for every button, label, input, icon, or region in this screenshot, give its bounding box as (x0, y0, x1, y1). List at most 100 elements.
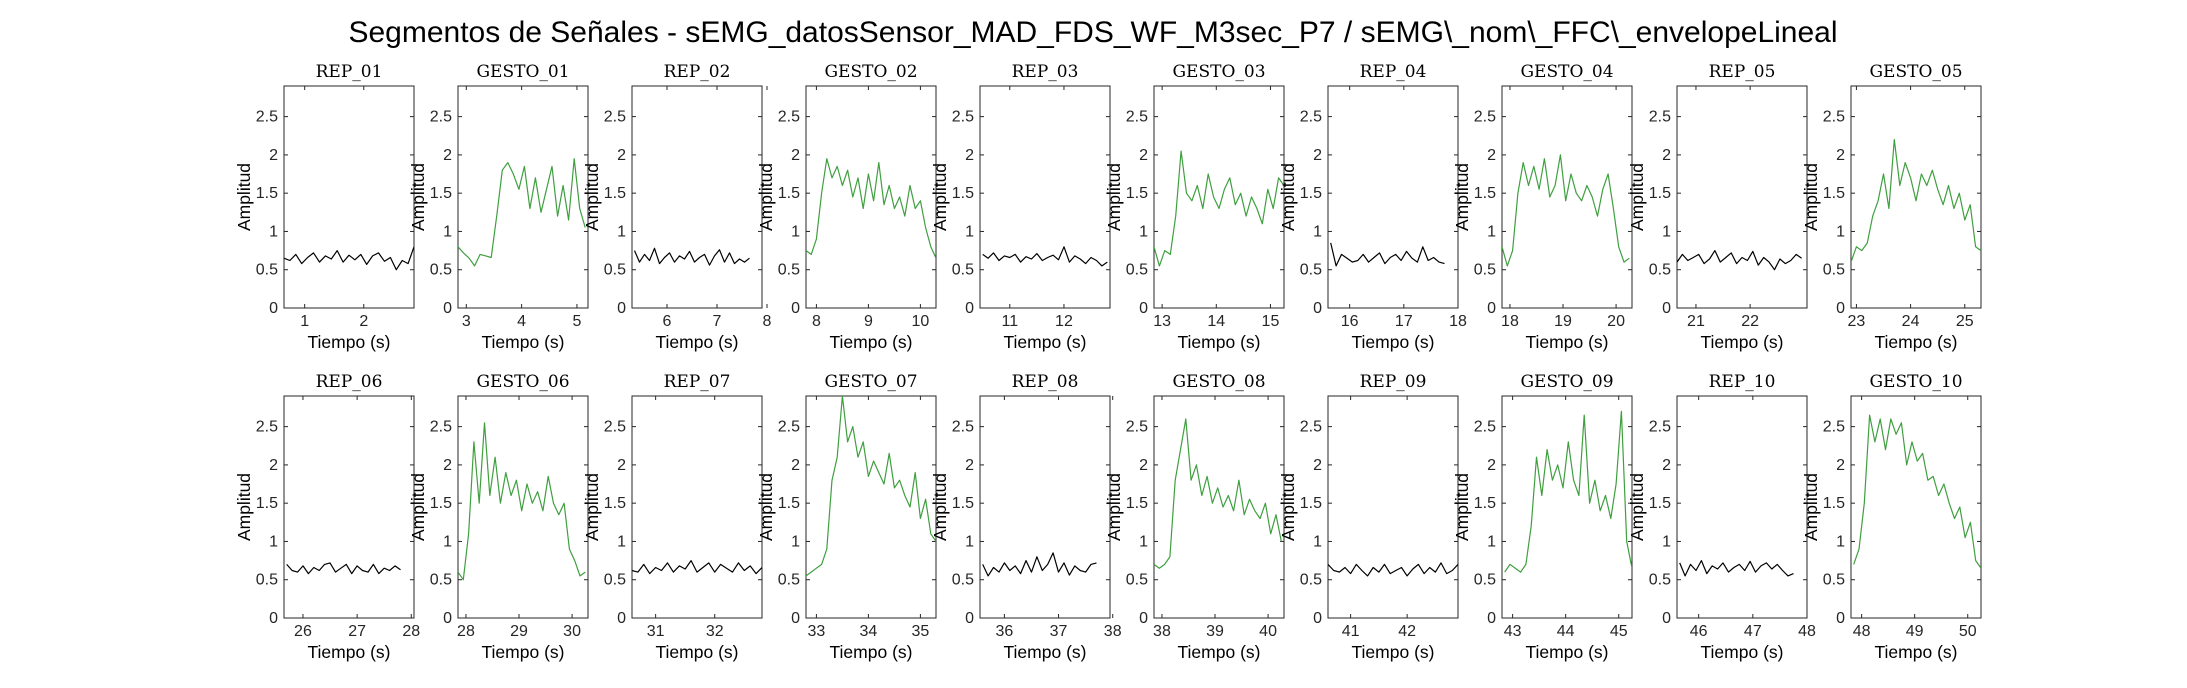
y-tick-label: 0 (269, 610, 278, 627)
subplot-title: GESTO_05 (1869, 62, 1962, 82)
x-tick-label: 23 (1848, 313, 1866, 330)
plot-area (1676, 85, 1808, 309)
y-tick-label: 2 (1313, 457, 1322, 474)
plot-area (1501, 395, 1633, 619)
x-axis-label: Tiempo (s) (656, 332, 739, 352)
y-tick-label: 1.5 (952, 495, 974, 512)
y-tick-label: 1 (443, 533, 452, 550)
x-tick-label: 16 (1341, 313, 1359, 330)
x-tick-label: 27 (348, 623, 366, 640)
subplot: REP_02 0 0.5 1 1.5 2 2.5 6 7 8 Tiempo (s) Amplitud (582, 62, 772, 352)
x-axis-label: Tiempo (s) (482, 332, 565, 352)
x-axis-label: Tiempo (s) (656, 642, 739, 662)
x-tick-label: 34 (860, 623, 878, 640)
plot-area (1850, 85, 1982, 309)
x-tick-label: 42 (1398, 623, 1416, 640)
y-tick-label: 1 (965, 533, 974, 550)
subplot: REP_04 0 0.5 1 1.5 2 2.5 16 17 18 Tiempo (s) Amplit… (1278, 62, 1467, 352)
subplot: REP_03 0 0.5 1 1.5 2 2.5 11 12 Tiempo (s) Amplitud (930, 62, 1111, 352)
plot-area (1676, 395, 1808, 619)
series-line (1504, 410, 1632, 573)
y-tick-label: 2 (269, 457, 278, 474)
x-tick-label: 39 (1206, 623, 1224, 640)
subplot-title: GESTO_10 (1869, 372, 1962, 392)
y-tick-label: 1.5 (1300, 495, 1322, 512)
y-tick-label: 1 (1836, 533, 1845, 550)
subplot: REP_01 0 0.5 1 1.5 2 2.5 1 2 Tiempo (s) Amplitud (234, 62, 415, 352)
y-tick-label: 1.5 (256, 495, 278, 512)
x-tick-label: 8 (763, 313, 772, 330)
y-tick-label: 0 (1139, 610, 1148, 627)
x-axis-label: Tiempo (s) (1875, 642, 1958, 662)
subplot-title: REP_06 (316, 372, 383, 392)
x-axis-label: Tiempo (s) (1352, 332, 1435, 352)
y-tick-label: 1.5 (952, 185, 974, 202)
y-tick-label: 2.5 (430, 109, 452, 126)
x-tick-label: 15 (1262, 313, 1280, 330)
x-tick-label: 30 (563, 623, 581, 640)
y-tick-label: 0.5 (1823, 572, 1845, 589)
x-axis-label: Tiempo (s) (308, 642, 391, 662)
subplot-title: GESTO_03 (1172, 62, 1265, 82)
x-tick-label: 38 (1153, 623, 1171, 640)
y-tick-label: 0.5 (256, 262, 278, 279)
y-tick-label: 1 (1662, 533, 1671, 550)
y-tick-label: 0 (965, 610, 974, 627)
y-tick-label: 1.5 (1126, 185, 1148, 202)
subplot-title: GESTO_01 (476, 62, 569, 82)
x-axis-label: Tiempo (s) (1352, 642, 1435, 662)
series-line (1154, 150, 1284, 267)
x-tick-label: 41 (1342, 623, 1360, 640)
x-tick-label: 4 (517, 313, 526, 330)
y-axis-label: Amplitud (756, 473, 776, 541)
plot-area (1850, 395, 1982, 619)
y-tick-label: 1 (617, 223, 626, 240)
y-tick-label: 2 (791, 147, 800, 164)
y-tick-label: 0 (1662, 610, 1671, 627)
y-tick-label: 2.5 (604, 109, 626, 126)
plot-area (805, 395, 937, 619)
x-tick-label: 47 (1744, 623, 1762, 640)
x-axis-label: Tiempo (s) (1701, 642, 1784, 662)
x-tick-label: 37 (1050, 623, 1068, 640)
y-tick-label: 1 (791, 533, 800, 550)
y-tick-label: 1 (269, 533, 278, 550)
y-tick-label: 2 (1139, 147, 1148, 164)
series-line (286, 562, 401, 575)
x-tick-label: 14 (1207, 313, 1225, 330)
x-tick-label: 43 (1504, 623, 1522, 640)
plot-area (979, 85, 1111, 309)
plot-area (631, 395, 763, 619)
x-tick-label: 48 (1853, 623, 1871, 640)
subplot-title: GESTO_04 (1520, 62, 1613, 82)
subplot-title: REP_09 (1360, 372, 1427, 392)
x-tick-label: 44 (1557, 623, 1575, 640)
y-tick-label: 0.5 (604, 572, 626, 589)
x-tick-label: 17 (1395, 313, 1413, 330)
x-tick-label: 2 (359, 313, 368, 330)
x-tick-label: 8 (812, 313, 821, 330)
y-tick-label: 0.5 (1649, 572, 1671, 589)
x-axis-label: Tiempo (s) (1875, 332, 1958, 352)
y-tick-label: 1.5 (1300, 185, 1322, 202)
y-tick-label: 2.5 (778, 419, 800, 436)
series-line (1679, 559, 1794, 577)
y-tick-label: 2 (617, 147, 626, 164)
plot-area (283, 85, 415, 309)
y-tick-label: 1 (965, 223, 974, 240)
y-tick-label: 1.5 (1649, 495, 1671, 512)
y-tick-label: 1.5 (1474, 185, 1496, 202)
x-axis-label: Tiempo (s) (830, 642, 913, 662)
y-tick-label: 1 (1313, 223, 1322, 240)
y-tick-label: 2.5 (256, 109, 278, 126)
y-tick-label: 2.5 (1823, 109, 1845, 126)
x-tick-label: 11 (1001, 313, 1018, 330)
subplot: GESTO_05 0 0.5 1 1.5 2 2.5 23 24 25 Tiempo (s) Ampl… (1801, 62, 1982, 352)
subplot-title: GESTO_08 (1172, 372, 1265, 392)
subplot: GESTO_04 0 0.5 1 1.5 2 2.5 18 19 20 Tiempo (s) Ampl… (1452, 62, 1633, 352)
y-tick-label: 0 (269, 300, 278, 317)
subplot-title: REP_04 (1360, 62, 1427, 82)
series-line (284, 246, 414, 271)
y-tick-label: 0.5 (1474, 572, 1496, 589)
